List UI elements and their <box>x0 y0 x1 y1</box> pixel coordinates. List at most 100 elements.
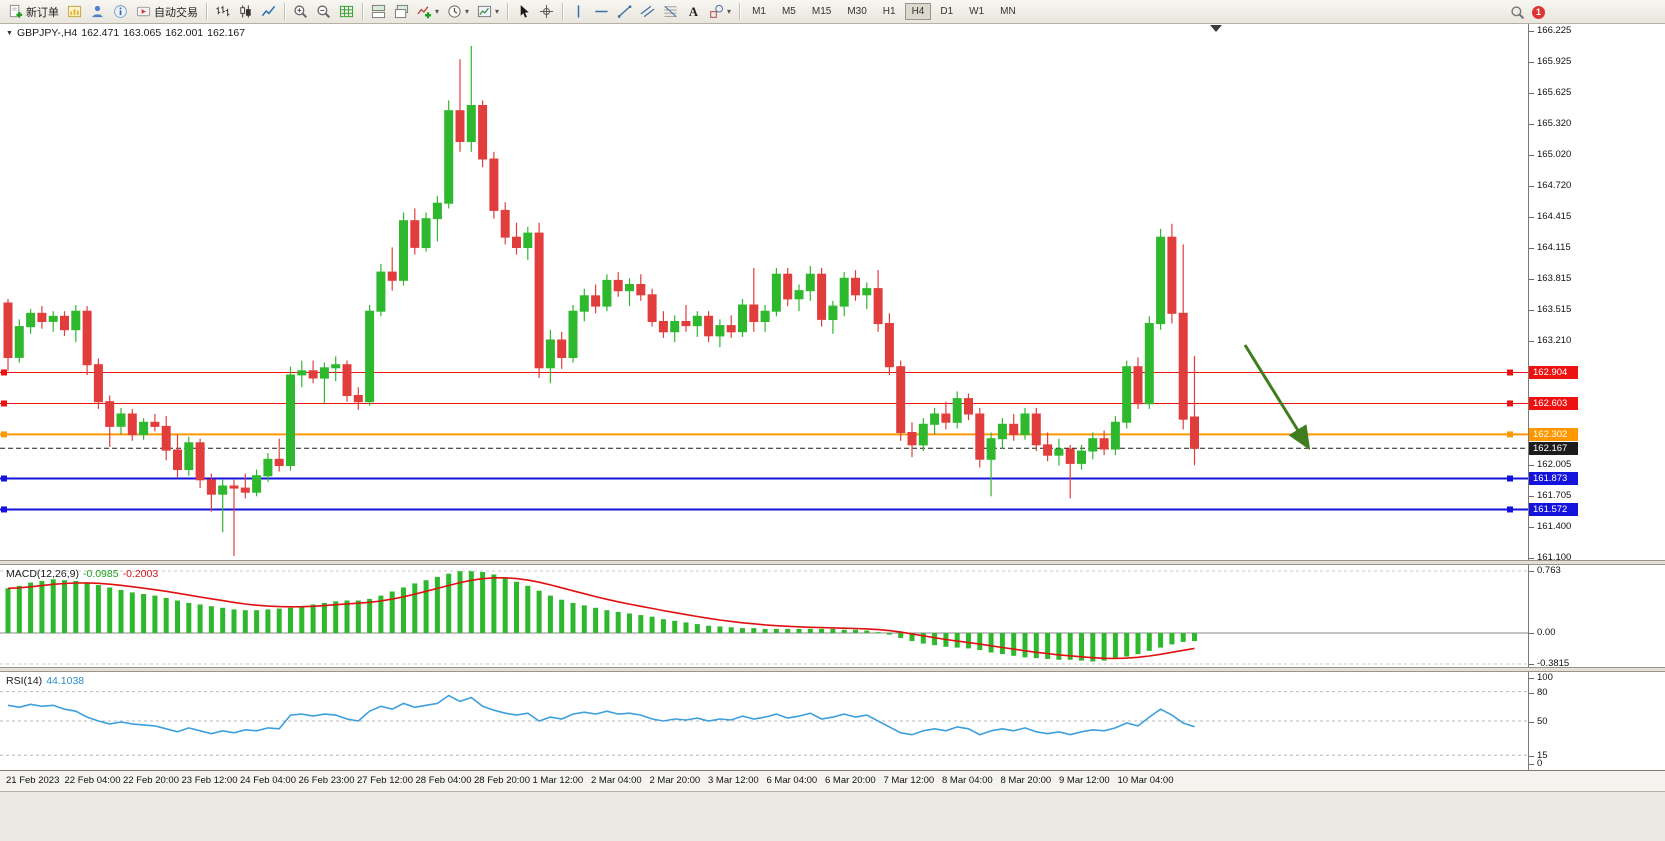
price-tick: 165.925 <box>1528 55 1572 67</box>
timeframe-m1-button[interactable]: M1 <box>745 3 773 20</box>
price-panel: 166.225 165.925 165.625 165.320 165.020 164.7… <box>0 24 1665 560</box>
chart-shift-marker[interactable] <box>1210 25 1222 32</box>
vertical-line-tool-button[interactable] <box>567 2 590 22</box>
rsi-line <box>7 694 1195 736</box>
candles-layer <box>3 45 1199 556</box>
rsi-value: 44.1038 <box>46 675 85 687</box>
new-chart-button[interactable] <box>63 2 86 22</box>
timeframe-h4-button[interactable]: H4 <box>904 3 932 20</box>
time-axis[interactable]: 21 Feb 2023 22 Feb 04:00 22 Feb 20:00 23 Fe… <box>0 770 1665 791</box>
macd-signal-value: -0.2003 <box>122 568 159 580</box>
bar-chart-mode-button[interactable] <box>211 2 234 22</box>
horizontal-line-162.904[interactable] <box>0 369 1528 376</box>
time-axis-label: 22 Feb 20:00 <box>123 775 179 786</box>
candle-chart-mode-button[interactable] <box>234 2 257 22</box>
trendline-icon <box>617 4 632 19</box>
shapes-icon <box>709 4 724 19</box>
chart-window: 166.225 165.925 165.625 165.320 165.020 164.7… <box>0 24 1665 791</box>
zoom-out-button[interactable] <box>312 2 335 22</box>
data-window-button[interactable] <box>109 2 132 22</box>
panel-splitter[interactable] <box>0 667 1665 672</box>
rsi-scale-tick: 100 <box>1529 672 1553 683</box>
profiles-button[interactable] <box>86 2 109 22</box>
horizontal-line-162.302[interactable] <box>0 431 1528 438</box>
toolbar-separator <box>507 3 509 20</box>
cursor-tool-button[interactable] <box>512 2 535 22</box>
bars-icon <box>215 4 230 19</box>
time-axis-label: 23 Feb 12:00 <box>181 775 238 786</box>
window-bottom-area <box>0 791 1665 841</box>
line-chart-mode-button[interactable] <box>257 2 280 22</box>
time-axis-label: 2 Mar 04:00 <box>591 775 642 786</box>
zoom-in-button[interactable] <box>289 2 312 22</box>
symbol-period-label: GBPJPY-,H4 <box>16 27 78 39</box>
price-tick: 166.225 <box>1528 24 1572 36</box>
time-axis-label: 10 Mar 04:00 <box>1117 775 1174 786</box>
horizontal-line-162.603[interactable] <box>0 400 1528 407</box>
templates-button[interactable]: ▾ <box>473 2 503 22</box>
fibonacci-tool-button[interactable] <box>659 2 682 22</box>
price-tick: 163.210 <box>1528 335 1572 347</box>
high-value: 163.065 <box>123 27 162 39</box>
price-tick: 164.720 <box>1528 179 1572 191</box>
price-tick: 162.005 <box>1528 458 1572 470</box>
channel-tool-button[interactable] <box>636 2 659 22</box>
price-tick: 161.100 <box>1528 552 1571 560</box>
macd-scale-tick: 0.763 <box>1529 565 1561 576</box>
timeframe-h1-button[interactable]: H1 <box>876 3 903 20</box>
autotrade-icon <box>136 4 151 19</box>
rsi-canvas[interactable] <box>0 672 1528 770</box>
price-line-label: 162.302 <box>1529 427 1578 441</box>
horizontal-line-161.572[interactable] <box>0 506 1528 513</box>
new-order-button[interactable]: 新订单 <box>4 2 63 22</box>
rsi-scale-tick: 80 <box>1529 686 1548 698</box>
time-axis-label: 27 Feb 12:00 <box>357 775 413 786</box>
toolbar-separator <box>739 3 741 20</box>
time-axis-label: 28 Feb 04:00 <box>415 775 472 786</box>
price-tick: 165.320 <box>1528 118 1572 130</box>
zoom-out-icon <box>316 4 331 19</box>
tile-windows-button[interactable] <box>367 2 390 22</box>
info-icon <box>113 4 128 19</box>
time-axis-label: 1 Mar 12:00 <box>532 775 584 786</box>
horizontal-line-161.873[interactable] <box>0 475 1528 482</box>
time-axis-label: 28 Feb 20:00 <box>474 775 530 786</box>
horizontal-line-tool-button[interactable] <box>590 2 613 22</box>
text-icon: A <box>686 4 701 19</box>
time-axis-label: 2 Mar 20:00 <box>649 775 701 786</box>
arrows-tool-button[interactable]: ▾ <box>705 2 735 22</box>
crosshair-tool-button[interactable] <box>535 2 558 22</box>
timeframe-d1-button[interactable]: D1 <box>933 3 960 20</box>
timeframe-m15-button[interactable]: M15 <box>805 3 838 20</box>
trendline-tool-button[interactable] <box>613 2 636 22</box>
chart-menu-icon[interactable]: ▼ <box>6 30 13 37</box>
time-axis-label: 6 Mar 20:00 <box>825 775 876 786</box>
crosshair-icon <box>539 4 554 19</box>
grid-toggle-button[interactable] <box>335 2 358 22</box>
timeframe-w1-button[interactable]: W1 <box>962 3 991 20</box>
rsi-scale-tick: 15 <box>1529 750 1548 762</box>
price-tick: 161.400 <box>1528 521 1572 533</box>
timeframe-mn-button[interactable]: MN <box>993 3 1023 20</box>
text-tool-button[interactable]: A <box>682 2 705 22</box>
macd-scale[interactable]: 0.763 0.00 -0.3815 <box>1528 565 1665 667</box>
timeframe-m30-button[interactable]: M30 <box>840 3 873 20</box>
macd-main-value: -0.0985 <box>82 568 119 580</box>
price-scale[interactable]: 166.225 165.925 165.625 165.320 165.020 164.7… <box>1528 24 1665 560</box>
search-button[interactable] <box>1510 5 1525 20</box>
periods-button[interactable]: ▾ <box>443 2 473 22</box>
notification-badge[interactable]: 1 <box>1532 5 1545 19</box>
price-chart-canvas[interactable] <box>0 24 1528 560</box>
timeframe-m5-button[interactable]: M5 <box>775 3 803 20</box>
clock-icon <box>447 4 462 19</box>
timeframe-group: M1 M5 M15 M30 H1 H4 D1 W1 MN <box>744 3 1024 20</box>
trend-arrow-annotation[interactable] <box>1243 344 1311 451</box>
auto-trading-button[interactable]: 自动交易 <box>132 2 202 22</box>
cascade-windows-button[interactable] <box>390 2 413 22</box>
chart-ohlc-header: ▼ GBPJPY-,H4 162.471 163.065 162.001 162.167 <box>6 27 249 39</box>
rsi-scale[interactable]: 100 80 50 15 0 <box>1528 672 1665 770</box>
indicators-button[interactable]: ▾ <box>413 2 443 22</box>
panel-splitter[interactable] <box>0 560 1665 565</box>
macd-canvas[interactable] <box>0 565 1528 667</box>
toolbar-separator <box>362 3 363 20</box>
